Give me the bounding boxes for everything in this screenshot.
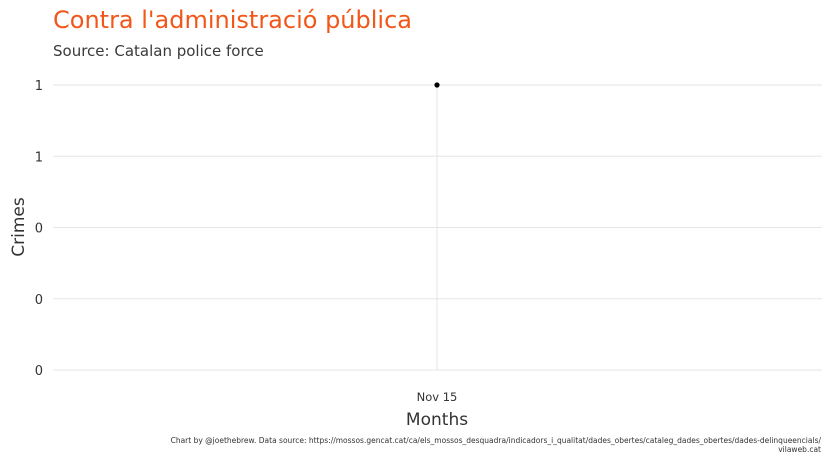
chart-caption: Chart by @joethebrew. Data source: https… xyxy=(101,436,821,454)
x-axis-label: Months xyxy=(405,410,469,430)
chart-title: Contra l'administració pública xyxy=(53,6,412,34)
chart-subtitle: Source: Catalan police force xyxy=(53,42,264,60)
data-point xyxy=(434,82,440,88)
y-tick-label: 1 xyxy=(35,79,43,94)
y-tick-label: 0 xyxy=(35,364,43,379)
y-tick-label: 0 xyxy=(35,293,43,308)
y-tick-label: 1 xyxy=(35,150,43,165)
x-tick-label: Nov 15 xyxy=(417,390,458,404)
caption-site: vilaweb.cat xyxy=(778,445,821,454)
y-axis-label: Crimes xyxy=(9,197,29,257)
y-tick-label: 0 xyxy=(35,222,43,237)
caption-source: Chart by @joethebrew. Data source: https… xyxy=(170,436,821,445)
